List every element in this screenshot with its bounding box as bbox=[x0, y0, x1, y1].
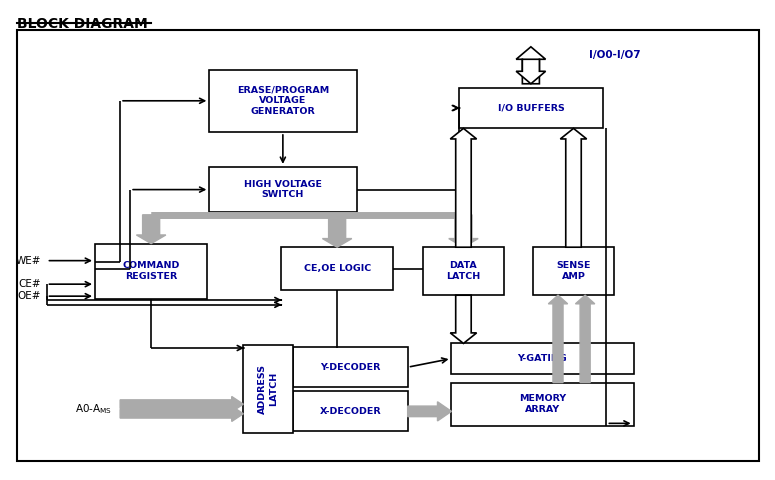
Polygon shape bbox=[575, 295, 595, 383]
Text: CE,OE LOGIC: CE,OE LOGIC bbox=[304, 264, 370, 273]
Polygon shape bbox=[322, 215, 352, 247]
Polygon shape bbox=[449, 215, 478, 247]
Text: DATA
LATCH: DATA LATCH bbox=[446, 262, 480, 281]
Bar bbox=[17, 30, 759, 461]
Text: HIGH VOLTAGE
SWITCH: HIGH VOLTAGE SWITCH bbox=[244, 180, 322, 199]
Polygon shape bbox=[136, 215, 166, 244]
Bar bbox=[533, 247, 614, 295]
Text: Y-DECODER: Y-DECODER bbox=[320, 363, 381, 372]
Bar bbox=[293, 392, 408, 432]
Polygon shape bbox=[120, 406, 243, 421]
Bar bbox=[243, 346, 293, 433]
Text: I/O BUFFERS: I/O BUFFERS bbox=[498, 104, 564, 112]
Polygon shape bbox=[549, 295, 567, 383]
Text: WE#: WE# bbox=[16, 256, 41, 265]
Bar bbox=[281, 247, 393, 290]
Text: I/O0-I/O7: I/O0-I/O7 bbox=[589, 50, 641, 60]
Text: OE#: OE# bbox=[18, 291, 41, 301]
Polygon shape bbox=[450, 295, 477, 344]
Bar bbox=[293, 348, 408, 387]
Bar bbox=[451, 383, 634, 426]
Bar bbox=[95, 244, 208, 299]
Polygon shape bbox=[408, 402, 451, 421]
Text: COMMAND
REGISTER: COMMAND REGISTER bbox=[122, 262, 180, 281]
Text: X-DECODER: X-DECODER bbox=[319, 407, 381, 416]
Text: A0-A$_\mathregular{MS}$: A0-A$_\mathregular{MS}$ bbox=[75, 402, 112, 416]
Polygon shape bbox=[516, 47, 546, 84]
Text: ADDRESS
LATCH: ADDRESS LATCH bbox=[258, 364, 278, 414]
Bar bbox=[459, 88, 603, 128]
Polygon shape bbox=[450, 128, 477, 247]
Text: CE#: CE# bbox=[19, 279, 41, 289]
Text: BLOCK DIAGRAM: BLOCK DIAGRAM bbox=[17, 17, 148, 31]
Bar bbox=[451, 344, 634, 373]
Polygon shape bbox=[120, 396, 243, 412]
Polygon shape bbox=[516, 60, 546, 84]
Text: Y-GATING: Y-GATING bbox=[518, 354, 567, 363]
Text: ERASE/PROGRAM
VOLTAGE
GENERATOR: ERASE/PROGRAM VOLTAGE GENERATOR bbox=[236, 86, 329, 116]
Text: SENSE
AMP: SENSE AMP bbox=[556, 262, 591, 281]
Text: MEMORY
ARRAY: MEMORY ARRAY bbox=[519, 395, 566, 414]
Polygon shape bbox=[560, 128, 587, 247]
Bar bbox=[209, 167, 356, 212]
Bar bbox=[423, 247, 504, 295]
Bar bbox=[209, 70, 356, 132]
